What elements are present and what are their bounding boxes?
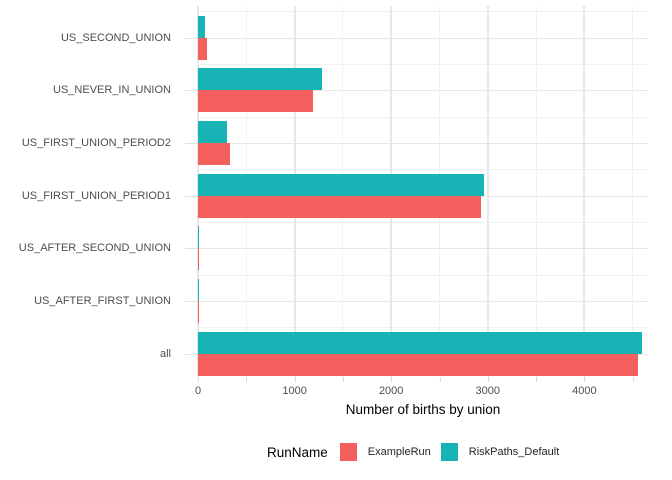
y-tick bbox=[185, 353, 198, 355]
x-tick bbox=[584, 377, 586, 382]
bar-ExampleRun-US_AFTER_SECOND_UNION[interactable] bbox=[198, 248, 199, 271]
bar-ExampleRun-US_AFTER_FIRST_UNION[interactable] bbox=[198, 301, 199, 323]
bar-RiskPaths_Default-US_FIRST_UNION_PERIOD2[interactable] bbox=[198, 120, 227, 143]
bar-RiskPaths_Default-US_NEVER_IN_UNION[interactable] bbox=[198, 68, 323, 91]
legend-item-ExampleRun[interactable]: ExampleRun bbox=[339, 443, 431, 461]
x-tick bbox=[439, 377, 441, 382]
legend-swatch-RiskPaths_Default bbox=[440, 443, 458, 461]
y-tick bbox=[185, 195, 198, 197]
legend: RunName ExampleRun RiskPaths_Default bbox=[267, 442, 569, 462]
x-tick bbox=[342, 377, 344, 382]
x-axis-label-4000: 4000 bbox=[572, 385, 597, 397]
x-tick bbox=[294, 377, 296, 382]
gridline-horizontal bbox=[198, 11, 648, 12]
gridline-horizontal bbox=[198, 222, 648, 223]
x-tick bbox=[391, 377, 393, 382]
bar-RiskPaths_Default-US_FIRST_UNION_PERIOD1[interactable] bbox=[198, 173, 485, 196]
x-tick bbox=[198, 377, 199, 382]
y-axis-label-all: all bbox=[159, 347, 171, 360]
plot-panel bbox=[197, 6, 648, 377]
gridline-vertical bbox=[632, 6, 634, 377]
bar-RiskPaths_Default-all[interactable] bbox=[198, 331, 643, 354]
gridline-horizontal bbox=[198, 90, 648, 91]
y-axis-label-US_FIRST_UNION_PERIOD2: US_FIRST_UNION_PERIOD2 bbox=[21, 136, 171, 149]
legend-title: RunName bbox=[267, 444, 328, 460]
y-tick bbox=[185, 90, 198, 92]
gridline-vertical bbox=[535, 6, 537, 377]
x-axis-label-1000: 1000 bbox=[282, 385, 307, 397]
bar-RiskPaths_Default-US_AFTER_FIRST_UNION[interactable] bbox=[198, 279, 199, 301]
bar-ExampleRun-US_NEVER_IN_UNION[interactable] bbox=[198, 90, 314, 113]
legend-item-RiskPaths_Default[interactable]: RiskPaths_Default bbox=[440, 443, 560, 461]
x-tick bbox=[487, 377, 489, 382]
gridline-horizontal bbox=[198, 117, 648, 118]
gridline-horizontal bbox=[198, 64, 648, 65]
gridline-vertical bbox=[583, 6, 586, 377]
y-axis-label-US_FIRST_UNION_PERIOD1: US_FIRST_UNION_PERIOD1 bbox=[21, 189, 171, 202]
bar-RiskPaths_Default-US_AFTER_SECOND_UNION[interactable] bbox=[198, 226, 199, 249]
legend-swatch-ExampleRun bbox=[339, 443, 357, 461]
x-axis-label-0: 0 bbox=[194, 385, 202, 397]
y-axis-label-US_AFTER_FIRST_UNION: US_AFTER_FIRST_UNION bbox=[34, 295, 171, 307]
legend-label: ExampleRun bbox=[367, 446, 431, 458]
gridline-horizontal bbox=[198, 327, 648, 328]
y-axis-label-US_AFTER_SECOND_UNION: US_AFTER_SECOND_UNION bbox=[18, 242, 171, 255]
gridline-horizontal bbox=[198, 169, 648, 170]
y-axis-label-US_SECOND_UNION: US_SECOND_UNION bbox=[60, 31, 171, 44]
gridline-horizontal bbox=[198, 38, 648, 39]
bar-ExampleRun-all[interactable] bbox=[198, 353, 638, 376]
gridline-vertical bbox=[486, 6, 489, 377]
x-tick bbox=[536, 377, 538, 382]
bar-ExampleRun-US_SECOND_UNION[interactable] bbox=[198, 37, 208, 60]
x-tick bbox=[246, 377, 248, 382]
y-axis-label-US_NEVER_IN_UNION: US_NEVER_IN_UNION bbox=[53, 84, 171, 97]
gridline-horizontal bbox=[198, 275, 648, 276]
gridline-horizontal bbox=[198, 143, 648, 144]
y-tick bbox=[185, 142, 198, 144]
y-tick bbox=[185, 301, 198, 302]
y-tick bbox=[185, 37, 198, 39]
gridline-horizontal bbox=[198, 248, 648, 249]
bar-ExampleRun-US_FIRST_UNION_PERIOD1[interactable] bbox=[198, 195, 482, 218]
legend-label: RiskPaths_Default bbox=[468, 446, 560, 458]
bar-RiskPaths_Default-US_SECOND_UNION[interactable] bbox=[198, 15, 206, 38]
bar-ExampleRun-US_FIRST_UNION_PERIOD2[interactable] bbox=[198, 142, 231, 165]
gridline-horizontal bbox=[198, 301, 648, 302]
x-axis-label-2000: 2000 bbox=[378, 385, 404, 397]
y-tick bbox=[185, 248, 198, 250]
x-axis-title: Number of births by union bbox=[345, 402, 501, 417]
x-tick bbox=[632, 377, 634, 382]
x-axis-label-3000: 3000 bbox=[475, 385, 501, 397]
